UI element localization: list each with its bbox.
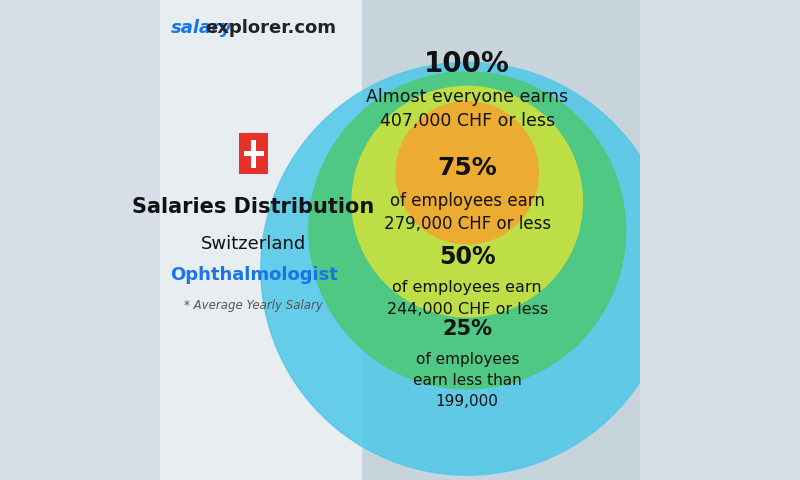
Bar xyxy=(362,0,640,480)
Bar xyxy=(160,0,362,480)
Circle shape xyxy=(352,86,582,317)
Text: Almost everyone earns: Almost everyone earns xyxy=(366,88,568,107)
Text: * Average Yearly Salary: * Average Yearly Salary xyxy=(184,299,323,312)
Text: earn less than: earn less than xyxy=(413,373,522,388)
Text: Ophthalmologist: Ophthalmologist xyxy=(170,266,338,284)
Text: Salaries Distribution: Salaries Distribution xyxy=(133,197,374,217)
Bar xyxy=(243,151,264,156)
Text: 100%: 100% xyxy=(424,50,510,78)
Bar xyxy=(239,133,268,174)
Text: 25%: 25% xyxy=(442,319,492,339)
Text: of employees earn: of employees earn xyxy=(390,192,545,210)
Circle shape xyxy=(396,102,538,244)
Bar xyxy=(251,140,256,168)
Circle shape xyxy=(261,62,674,475)
Text: explorer.com: explorer.com xyxy=(206,19,337,37)
Text: Switzerland: Switzerland xyxy=(201,235,306,253)
Text: of employees earn: of employees earn xyxy=(392,279,542,295)
Text: salary: salary xyxy=(170,19,232,37)
Text: 244,000 CHF or less: 244,000 CHF or less xyxy=(386,301,548,317)
Text: of employees: of employees xyxy=(415,352,519,367)
Text: 50%: 50% xyxy=(439,245,495,269)
Text: 279,000 CHF or less: 279,000 CHF or less xyxy=(384,215,550,233)
Text: 75%: 75% xyxy=(438,156,497,180)
Circle shape xyxy=(309,72,626,389)
Text: 199,000: 199,000 xyxy=(436,394,498,409)
Text: 407,000 CHF or less: 407,000 CHF or less xyxy=(380,112,554,131)
